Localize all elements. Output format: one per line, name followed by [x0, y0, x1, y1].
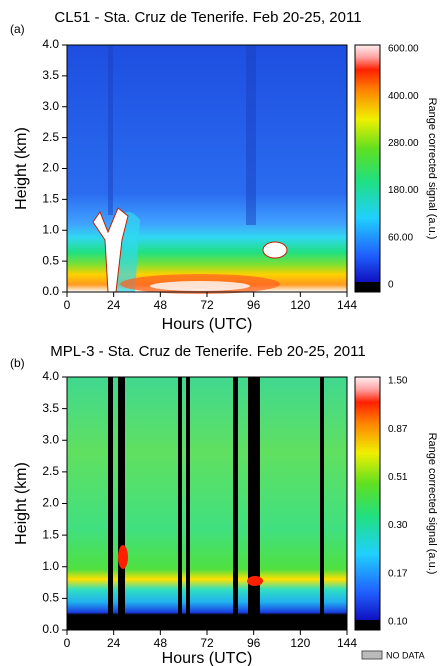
heatmap-feature [108, 45, 113, 215]
x-tick-label: 96 [247, 636, 261, 650]
y-tick-label: 1.0 [42, 559, 59, 573]
x-tick-label: 120 [290, 298, 310, 312]
x-axis-label: Hours (UTC) [162, 650, 253, 666]
x-tick-label: 24 [107, 298, 121, 312]
y-tick-label: 4.0 [42, 369, 59, 383]
x-tick-label: 120 [290, 636, 310, 650]
colorbar-tick-label: 0.30 [388, 520, 408, 531]
y-tick-label: 1.5 [42, 527, 59, 541]
no-data-stripe [320, 377, 324, 630]
x-tick-label: 96 [247, 298, 261, 312]
colorbar-tick-label: 0.10 [388, 617, 408, 628]
x-tick-label: 72 [200, 636, 214, 650]
no-data-stripe [118, 377, 125, 630]
heatmap-feature [246, 45, 256, 225]
panels: (a) CL51 - Sta. Cruz de Tenerife. Feb 20-… [10, 9, 438, 666]
y-tick-label: 2.5 [42, 464, 59, 478]
no-data-swatch [361, 650, 383, 660]
y-tick-label: 4.0 [42, 37, 59, 51]
no-data-stripe [108, 377, 113, 630]
chart-title: CL51 - Sta. Cruz de Tenerife. Feb 20-25,… [54, 9, 361, 26]
x-tick-label: 144 [337, 636, 357, 650]
no-data-stripe [248, 377, 260, 630]
colorbar-tick-label: 0.87 [388, 424, 408, 435]
y-tick-label: 1.0 [42, 222, 59, 236]
panel-label: (b) [10, 356, 25, 370]
heatmap-feature [92, 207, 129, 293]
colorbar-tick-label: 0.17 [388, 568, 408, 579]
x-tick-label: 72 [200, 298, 214, 312]
colorbar-label: Range corrected signal (a.u.) [426, 98, 438, 240]
no-data-label: NO DATA [386, 650, 425, 660]
colorbar [354, 376, 381, 631]
colorbar-tick-label: 60.00 [388, 232, 413, 243]
y-tick-label: 0.5 [42, 591, 59, 605]
y-tick-label: 3.5 [42, 401, 59, 415]
heatmap-feature [262, 241, 288, 259]
y-tick-label: 3.0 [42, 99, 59, 113]
colorbar-tick-label: 180.00 [388, 185, 419, 196]
y-tick-label: 0.0 [42, 284, 59, 298]
x-tick-label: 24 [107, 636, 121, 650]
y-tick-label: 2.0 [42, 496, 59, 510]
no-data-stripe [178, 377, 182, 630]
colorbar-tick-label: 280.00 [388, 138, 419, 149]
x-tick-label: 0 [64, 636, 71, 650]
heatmap-feature [118, 545, 128, 569]
y-axis-label: Height (km) [13, 127, 30, 210]
heatmap-field [67, 377, 347, 630]
y-tick-label: 3.0 [42, 432, 59, 446]
panel-b-field [67, 377, 347, 630]
panel-a-field [67, 45, 347, 294]
colorbar-tick-label: 400.00 [388, 91, 419, 102]
colorbar-tick-label: 0 [388, 280, 394, 291]
no-data-stripe [186, 377, 190, 630]
y-tick-label: 2.0 [42, 161, 59, 175]
y-tick-label: 3.5 [42, 68, 59, 82]
panel-label: (a) [10, 22, 25, 36]
y-tick-label: 1.5 [42, 192, 59, 206]
colorbar-tick-label: 600.00 [388, 44, 419, 55]
heatmap-feature [150, 281, 250, 291]
x-tick-label: 144 [337, 298, 357, 312]
x-tick-label: 48 [154, 298, 168, 312]
no-data-stripe [233, 377, 238, 630]
y-tick-label: 2.5 [42, 130, 59, 144]
y-tick-label: 0.0 [42, 622, 59, 636]
chart-title: MPL-3 - Sta. Cruz de Tenerife. Feb 20-25… [50, 343, 365, 360]
y-tick-label: 0.5 [42, 253, 59, 267]
x-tick-label: 0 [64, 298, 71, 312]
colorbar-tick-label: 0.51 [388, 472, 408, 483]
colorbar-tick-label: 1.50 [388, 376, 408, 387]
colorbar [354, 44, 381, 293]
y-axis-label: Height (km) [13, 462, 30, 545]
heatmap-feature [247, 576, 263, 586]
colorbar-label: Range corrected signal (a.u.) [426, 433, 438, 575]
x-tick-label: 48 [154, 636, 168, 650]
x-axis-label: Hours (UTC) [162, 316, 253, 333]
